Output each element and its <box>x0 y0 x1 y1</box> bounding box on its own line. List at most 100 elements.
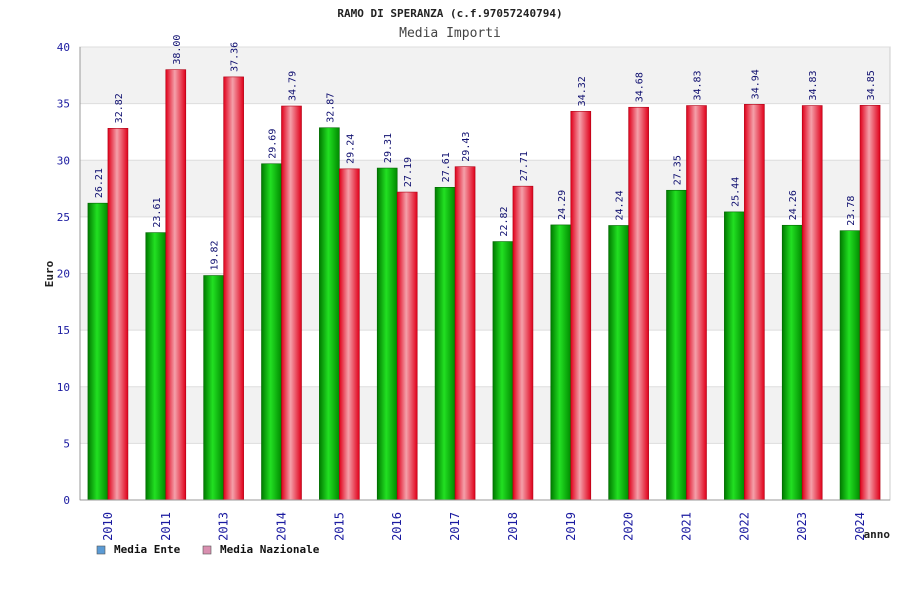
bar <box>492 241 514 501</box>
bar <box>628 106 649 501</box>
x-tick-label: 2011 <box>159 512 173 541</box>
bar-value-label: 34.83 <box>693 70 704 100</box>
plot-band <box>80 443 890 500</box>
legend-swatch <box>96 545 106 555</box>
bar-value-label: 24.29 <box>557 190 568 220</box>
x-tick-label: 2010 <box>101 512 115 541</box>
bar-value-label: 22.82 <box>499 206 510 236</box>
x-axis: 2010 2011 2013 2014 2015 2016 2017 2018 2019 2020… <box>80 499 890 541</box>
bar <box>608 225 629 501</box>
bar <box>203 275 224 501</box>
bar <box>281 105 302 501</box>
x-tick-label: 2018 <box>506 512 520 541</box>
x-tick-label: 2015 <box>332 512 346 541</box>
y-tick-label: 30 <box>57 154 70 167</box>
bar-value-label: 23.78 <box>846 196 857 226</box>
bar <box>319 127 340 501</box>
legend-label: Media Nazionale <box>220 543 320 556</box>
y-tick-label: 35 <box>57 98 70 111</box>
bar-value-label: 24.26 <box>788 190 799 220</box>
legend-swatch <box>202 545 212 555</box>
x-tick-label: 2013 <box>217 512 231 541</box>
bar <box>666 189 687 501</box>
bar-value-label: 34.85 <box>866 70 877 100</box>
plot-band <box>80 216 890 274</box>
x-tick-label: 2023 <box>795 512 809 541</box>
bar-value-label: 24.24 <box>615 190 626 220</box>
y-tick-label: 25 <box>57 211 70 224</box>
bar-value-label: 27.35 <box>673 155 684 185</box>
bar <box>376 167 398 501</box>
y-axis: 0 5 10 15 20 25 30 35 40 <box>57 41 81 507</box>
legend-label: Media Ente <box>114 543 181 556</box>
bar <box>165 69 187 501</box>
bar-value-label: 29.31 <box>383 133 394 163</box>
bar <box>686 105 707 501</box>
x-tick-label: 2017 <box>448 512 462 541</box>
bar-value-label: 38.00 <box>172 35 183 65</box>
bar-value-label: 34.94 <box>750 69 761 99</box>
bar <box>724 211 745 501</box>
bar-value-label: 19.82 <box>210 240 221 270</box>
value-labels: 26.21 32.82 23.61 38.00 19.82 37.36 29.69 34.79… <box>94 35 877 271</box>
bar <box>223 76 244 501</box>
y-tick-label: 0 <box>63 494 70 507</box>
bar <box>454 166 476 501</box>
y-tick-label: 10 <box>57 381 70 394</box>
bar <box>339 168 360 501</box>
bar-value-label: 23.61 <box>152 198 163 228</box>
y-tick-label: 40 <box>57 41 70 54</box>
bar-value-label: 32.82 <box>114 93 125 123</box>
bar <box>145 232 167 501</box>
bar-value-label: 27.71 <box>519 151 530 181</box>
chart-title: RAMO DI SPERANZA (c.f.97057240794) <box>337 7 562 20</box>
plot-band <box>80 47 890 104</box>
bar-value-label: 32.87 <box>325 93 336 123</box>
bar <box>744 104 765 501</box>
legend: Media Ente Media Nazionale <box>96 543 320 556</box>
x-tick-label: 2016 <box>390 512 404 541</box>
plot-band <box>80 273 890 331</box>
bar-value-label: 29.69 <box>268 129 279 159</box>
y-tick-label: 5 <box>63 437 70 450</box>
bar <box>801 105 823 501</box>
bar-value-label: 34.79 <box>288 71 299 101</box>
bar <box>859 105 881 501</box>
plot-band <box>80 330 890 387</box>
x-axis-label: anno <box>864 528 891 541</box>
bar-value-label: 34.32 <box>577 76 588 106</box>
x-tick-label: 2019 <box>564 512 578 541</box>
bar <box>550 224 572 501</box>
bar-value-label: 34.83 <box>808 70 819 100</box>
bars <box>87 69 881 501</box>
x-tick-label: 2020 <box>622 512 636 541</box>
bar <box>434 187 456 501</box>
x-tick-label: 2022 <box>737 512 751 541</box>
bar-value-label: 29.24 <box>345 134 356 164</box>
bar <box>87 202 109 501</box>
bar <box>781 224 803 501</box>
bar-value-label: 27.61 <box>441 152 452 182</box>
bar <box>512 185 534 501</box>
bar-value-label: 25.44 <box>730 177 741 207</box>
x-tick-label: 2024 <box>853 512 867 541</box>
bar <box>261 163 282 501</box>
x-tick-label: 2021 <box>680 512 694 541</box>
bar <box>107 128 129 501</box>
bar-value-label: 26.21 <box>94 168 105 198</box>
x-tick-label: 2014 <box>275 512 289 541</box>
bar <box>839 230 861 501</box>
bar-value-label: 34.68 <box>635 72 646 102</box>
bar <box>396 191 418 501</box>
bar <box>570 111 592 501</box>
bar-value-label: 29.43 <box>461 132 472 162</box>
plot-band <box>80 386 890 444</box>
bar-value-label: 27.19 <box>403 157 414 187</box>
chart-subtitle: Media Importi <box>399 26 501 41</box>
y-axis-label: Euro <box>43 260 56 287</box>
y-tick-label: 15 <box>57 324 70 337</box>
plot-band <box>80 103 890 161</box>
plot-band <box>80 160 890 217</box>
